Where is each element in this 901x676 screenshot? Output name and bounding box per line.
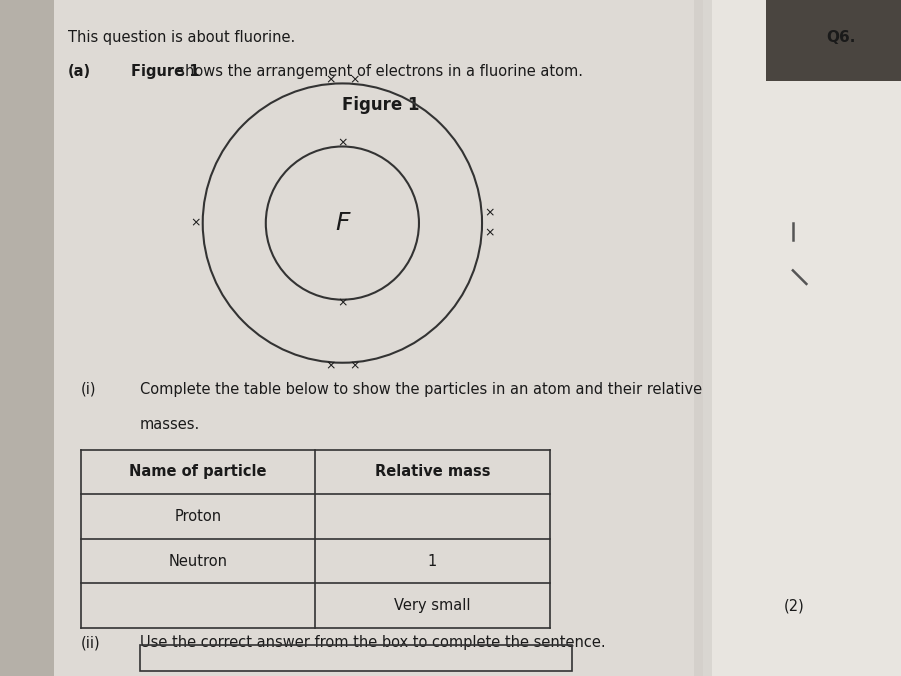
Text: (2): (2) (784, 598, 805, 613)
FancyBboxPatch shape (766, 0, 901, 81)
Text: (i): (i) (81, 382, 96, 397)
Text: ×: × (337, 137, 348, 149)
Text: masses.: masses. (140, 417, 200, 432)
Text: ×: × (349, 360, 359, 372)
Text: Proton: Proton (175, 509, 222, 524)
Text: Complete the table below to show the particles in an atom and their relative: Complete the table below to show the par… (140, 382, 702, 397)
Text: Neutron: Neutron (168, 554, 228, 569)
Text: F: F (335, 211, 350, 235)
Text: 1: 1 (428, 554, 437, 569)
Text: ×: × (484, 206, 495, 220)
FancyBboxPatch shape (703, 0, 901, 676)
FancyBboxPatch shape (694, 0, 712, 676)
Text: Name of particle: Name of particle (130, 464, 267, 479)
Text: Use the correct answer from the box to complete the sentence.: Use the correct answer from the box to c… (140, 635, 605, 650)
Text: (a): (a) (68, 64, 91, 78)
Text: (ii): (ii) (81, 635, 101, 650)
FancyBboxPatch shape (0, 0, 54, 676)
Text: ×: × (484, 226, 495, 240)
Text: Figure 1: Figure 1 (342, 96, 420, 114)
Text: This question is about fluorine.: This question is about fluorine. (68, 30, 295, 45)
Text: ×: × (325, 360, 336, 372)
Text: ×: × (349, 74, 359, 87)
Text: ×: × (337, 297, 348, 310)
Text: shows the arrangement of electrons in a fluorine atom.: shows the arrangement of electrons in a … (131, 64, 583, 78)
Text: ×: × (190, 216, 201, 230)
FancyBboxPatch shape (54, 0, 703, 676)
Text: ×: × (325, 74, 336, 87)
Text: Q6.: Q6. (826, 30, 856, 45)
Text: Very small: Very small (395, 598, 470, 613)
Text: Relative mass: Relative mass (375, 464, 490, 479)
Text: Figure 1: Figure 1 (131, 64, 199, 78)
